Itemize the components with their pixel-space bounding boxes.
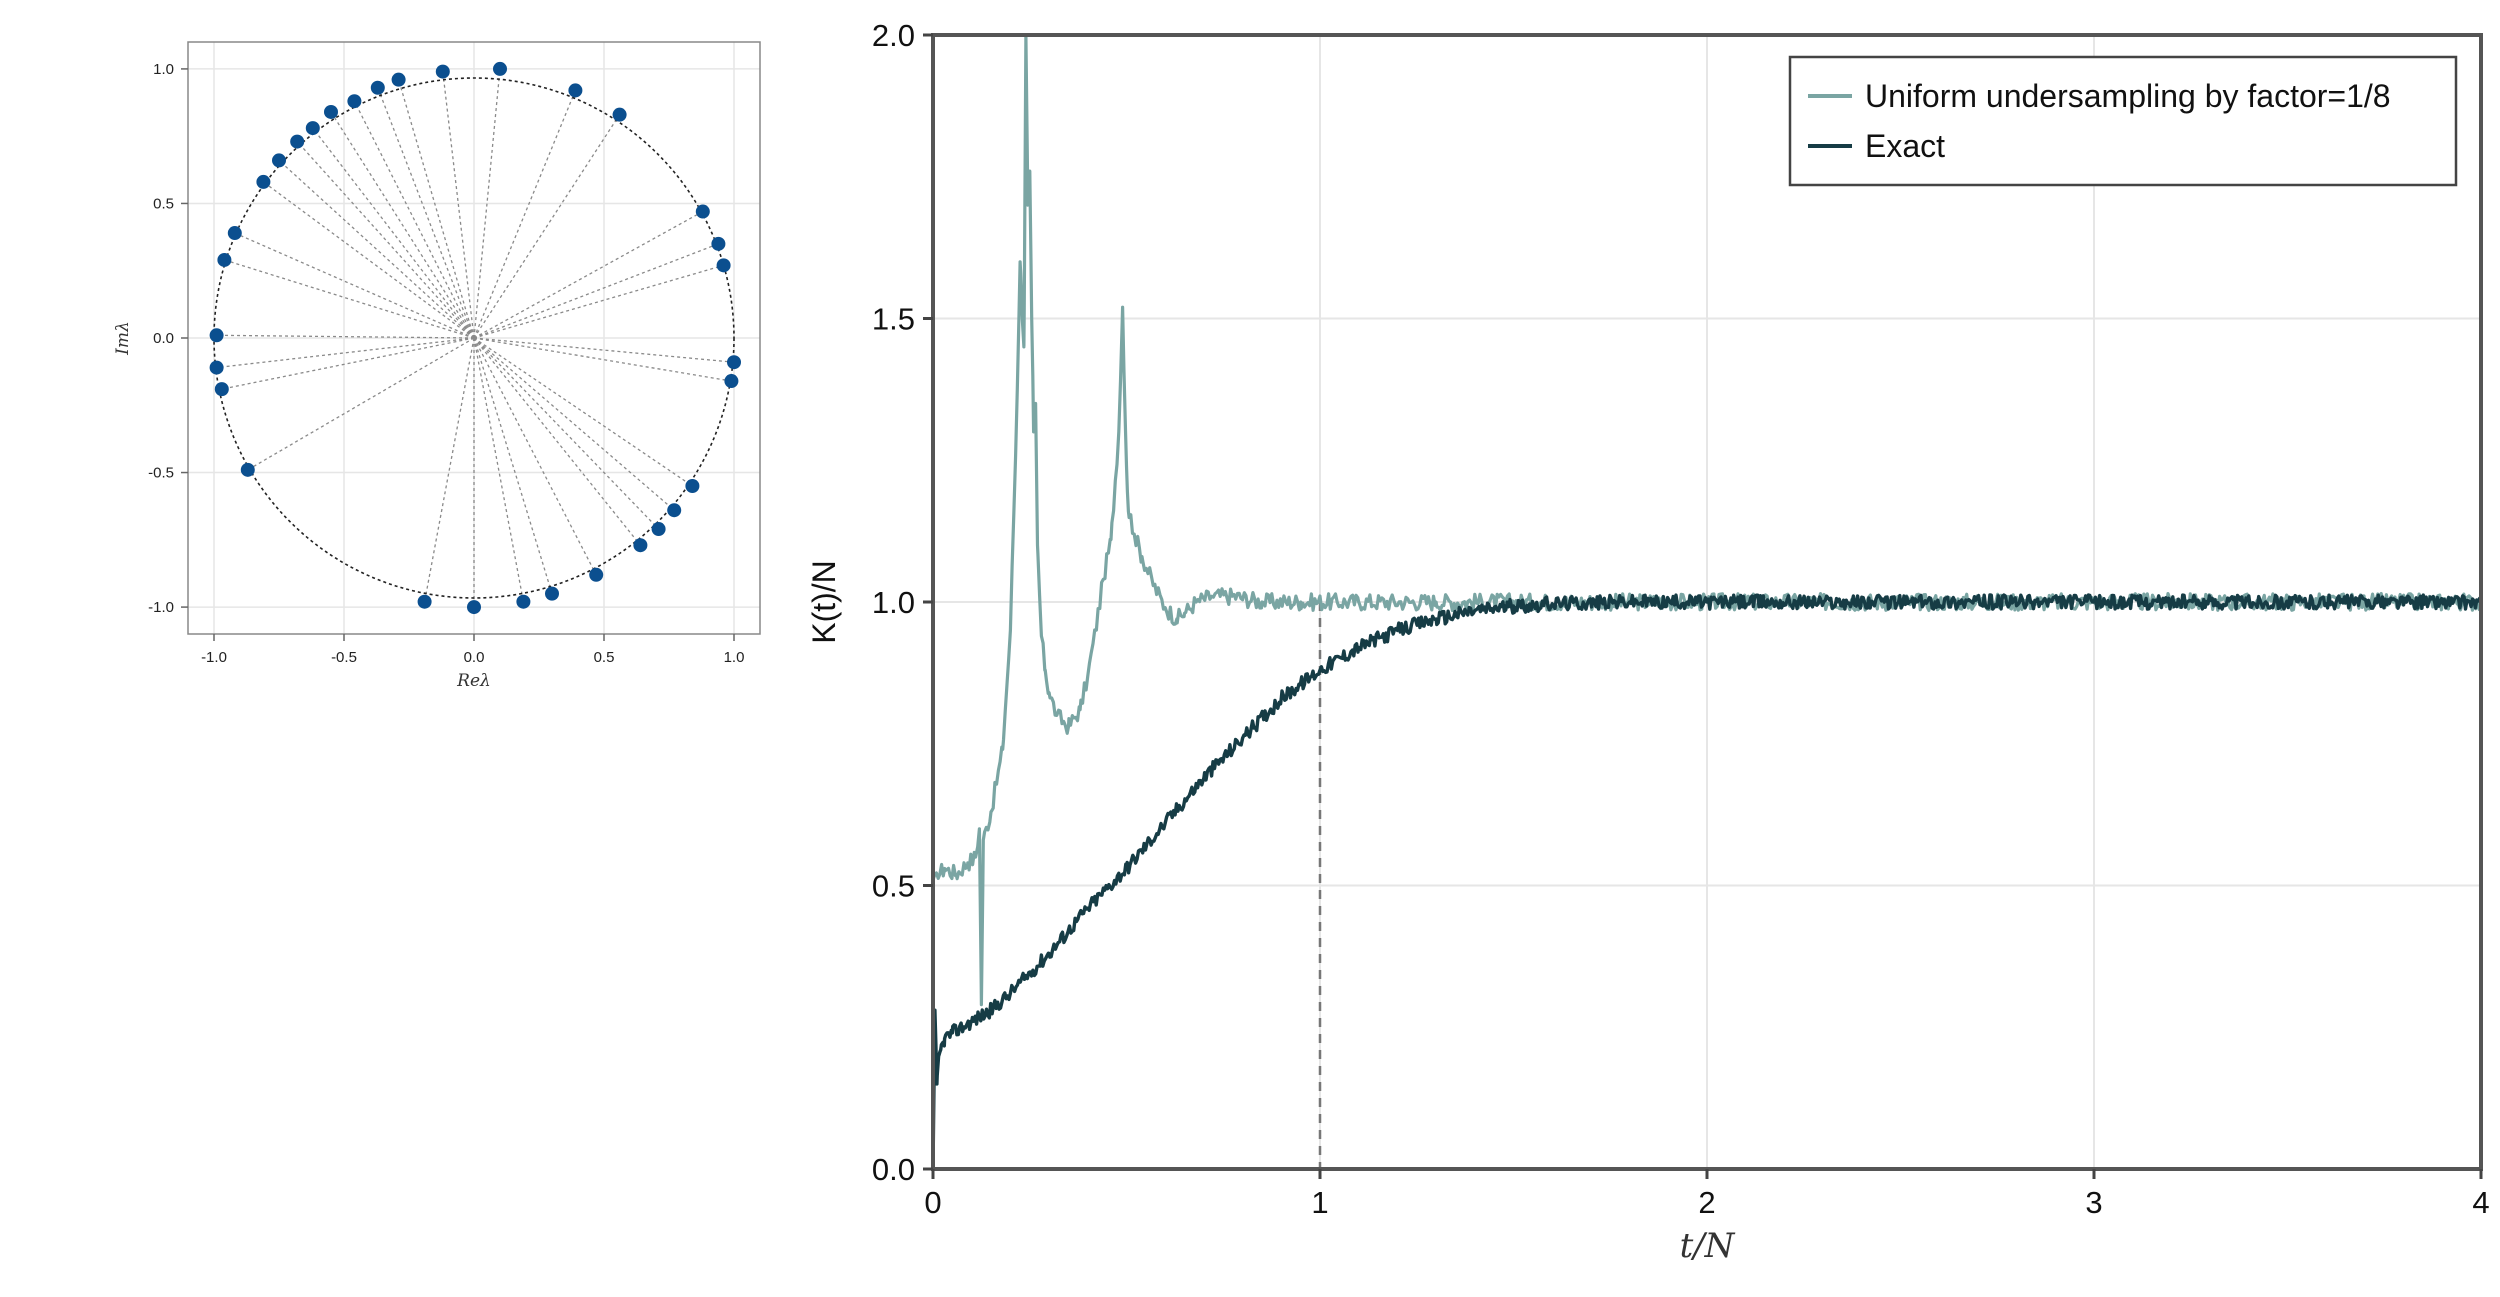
eigenvalue-point	[651, 522, 666, 537]
eigenvalue-point	[695, 204, 710, 219]
eigenvalue-point	[711, 236, 726, 251]
k-x-tick-label: 4	[2472, 1185, 2489, 1220]
eigenvalue-point	[633, 538, 648, 553]
k-y-tick-label: 1.5	[872, 302, 915, 337]
eigenvalue-spoke	[473, 337, 553, 594]
k-y-tick-label: 1.0	[872, 585, 915, 620]
eigenvalue-spoke	[330, 111, 475, 339]
eig-x-tick-label: 0.0	[464, 649, 485, 666]
eigenvalue-point	[324, 104, 338, 119]
eig-y-tick-label: -1.0	[148, 599, 174, 616]
eigenvalue-point	[724, 374, 739, 389]
eigenvalue-spoke	[377, 87, 475, 339]
eigenvalue-point	[612, 107, 627, 122]
k-y-tick-label: 2.0	[872, 18, 915, 53]
eigenvalue-point	[667, 503, 682, 518]
eigenvalue-spoke	[473, 337, 675, 511]
eigenvalue-ticks: -1.0 -0.5 0.0 0.5 1.0 -1.0 -0.5 0.0 0.5 1.0	[148, 61, 744, 666]
eigenvalue-point	[227, 226, 242, 241]
eigenvalue-spoke	[473, 90, 577, 339]
eigenvalue-spoke	[473, 243, 719, 339]
eigenvalue-spoke	[216, 334, 475, 339]
eigenvalue-point	[493, 61, 507, 76]
legend-box	[1788, 55, 2458, 187]
form-factor-x-axis-label: t/N	[1680, 1226, 1736, 1266]
eigenvalue-spoke	[473, 114, 621, 339]
eig-x-tick-label: -1.0	[201, 649, 227, 666]
eigenvalue-spoke	[234, 232, 475, 339]
eigenvalue-point	[305, 121, 320, 136]
eigenvalue-point	[589, 567, 604, 582]
eigenvalue-point	[417, 594, 432, 609]
k-x-tick-label: 3	[2085, 1185, 2102, 1220]
eig-x-tick-label: 1.0	[724, 649, 745, 666]
eigenvalue-point	[290, 134, 305, 149]
eigenvalue-panel: -1.0 -0.5 0.0 0.5 1.0 -1.0 -0.5 0.0 0.5 1.0 Reλ I…	[113, 41, 761, 691]
eigenvalue-spoke	[442, 71, 475, 339]
legend-label-undersampled: Uniform undersampling by factor=1/8	[1865, 78, 2391, 114]
k-x-tick-label: 1	[1311, 1185, 1328, 1220]
eigenvalue-point	[685, 479, 700, 493]
eig-x-tick-label: -0.5	[331, 649, 357, 666]
eigenvalue-point	[370, 80, 385, 95]
eigenvalue-point	[716, 258, 731, 273]
eigenvalue-spoke	[473, 337, 735, 363]
k-x-tick-label: 0	[924, 1185, 941, 1220]
k-y-tick-label: 0.5	[872, 869, 915, 904]
form-factor-ticks: 0 1 2 3 4 0.0 0.5 1.0 1.5 2.0	[872, 18, 2490, 1220]
eigenvalue-spoke	[224, 259, 475, 339]
eig-y-tick-label: -0.5	[148, 465, 174, 482]
eigenvalue-spoke	[473, 337, 732, 382]
eigenvalue-point	[256, 174, 271, 189]
eigenvalue-spoke	[296, 141, 475, 339]
eigenvalue-point	[516, 594, 531, 609]
eigenvalue-spoke	[312, 127, 475, 339]
form-factor-y-axis-label: K(t)/N	[806, 560, 842, 644]
eigenvalue-point	[272, 153, 286, 168]
eig-y-tick-label: 0.5	[153, 195, 174, 212]
eigenvalue-spoke	[473, 210, 704, 339]
eigenvalue-spoke	[473, 337, 597, 576]
eigenvalue-spoke	[263, 181, 475, 339]
eig-y-tick-label: 0.0	[153, 330, 174, 347]
series-line-exact	[931, 593, 2483, 1170]
eigenvalue-spoke	[473, 337, 660, 530]
eigenvalue-spoke	[278, 159, 475, 339]
eigenvalue-point	[240, 462, 255, 477]
legend: Uniform undersampling by factor=1/8 Exac…	[1788, 55, 2458, 187]
eigenvalue-spoke	[216, 337, 475, 369]
form-factor-panel: 0 1 2 3 4 0.0 0.5 1.0 1.5 2.0 t/N K(t)/N Uniform …	[806, 18, 2490, 1266]
eigenvalue-point	[435, 64, 450, 79]
eigenvalue-y-axis-label: Imλ	[113, 321, 133, 356]
eigenvalue-spoke	[473, 337, 693, 487]
eigenvalue-spoke	[247, 337, 475, 471]
eigenvalue-point	[545, 586, 559, 601]
eigenvalue-point	[568, 83, 583, 98]
eig-y-tick-label: 1.0	[153, 61, 174, 78]
k-x-tick-label: 2	[1698, 1185, 1715, 1220]
eigenvalue-point	[727, 355, 741, 370]
eigenvalue-point	[217, 252, 232, 267]
eigenvalue-point	[214, 382, 229, 397]
eig-x-tick-label: 0.5	[594, 649, 615, 666]
eigenvalue-spokes	[216, 68, 735, 608]
eigenvalue-point	[209, 360, 224, 375]
eigenvalue-point	[209, 328, 224, 343]
eigenvalue-spoke	[473, 337, 641, 546]
eigenvalue-points	[209, 61, 741, 615]
eigenvalue-spoke	[353, 100, 475, 339]
eigenvalue-spoke	[221, 337, 475, 390]
eigenvalue-point	[347, 94, 362, 109]
eigenvalue-spoke	[473, 337, 525, 602]
eigenvalue-point	[391, 72, 406, 87]
eigenvalue-spoke	[473, 264, 724, 339]
eigenvalue-spoke	[397, 79, 475, 339]
eigenvalue-point	[467, 600, 481, 615]
k-y-tick-label: 0.0	[872, 1152, 915, 1187]
eigenvalue-spoke	[423, 337, 475, 602]
legend-label-exact: Exact	[1865, 128, 1945, 164]
eigenvalue-x-axis-label: Reλ	[456, 671, 491, 691]
